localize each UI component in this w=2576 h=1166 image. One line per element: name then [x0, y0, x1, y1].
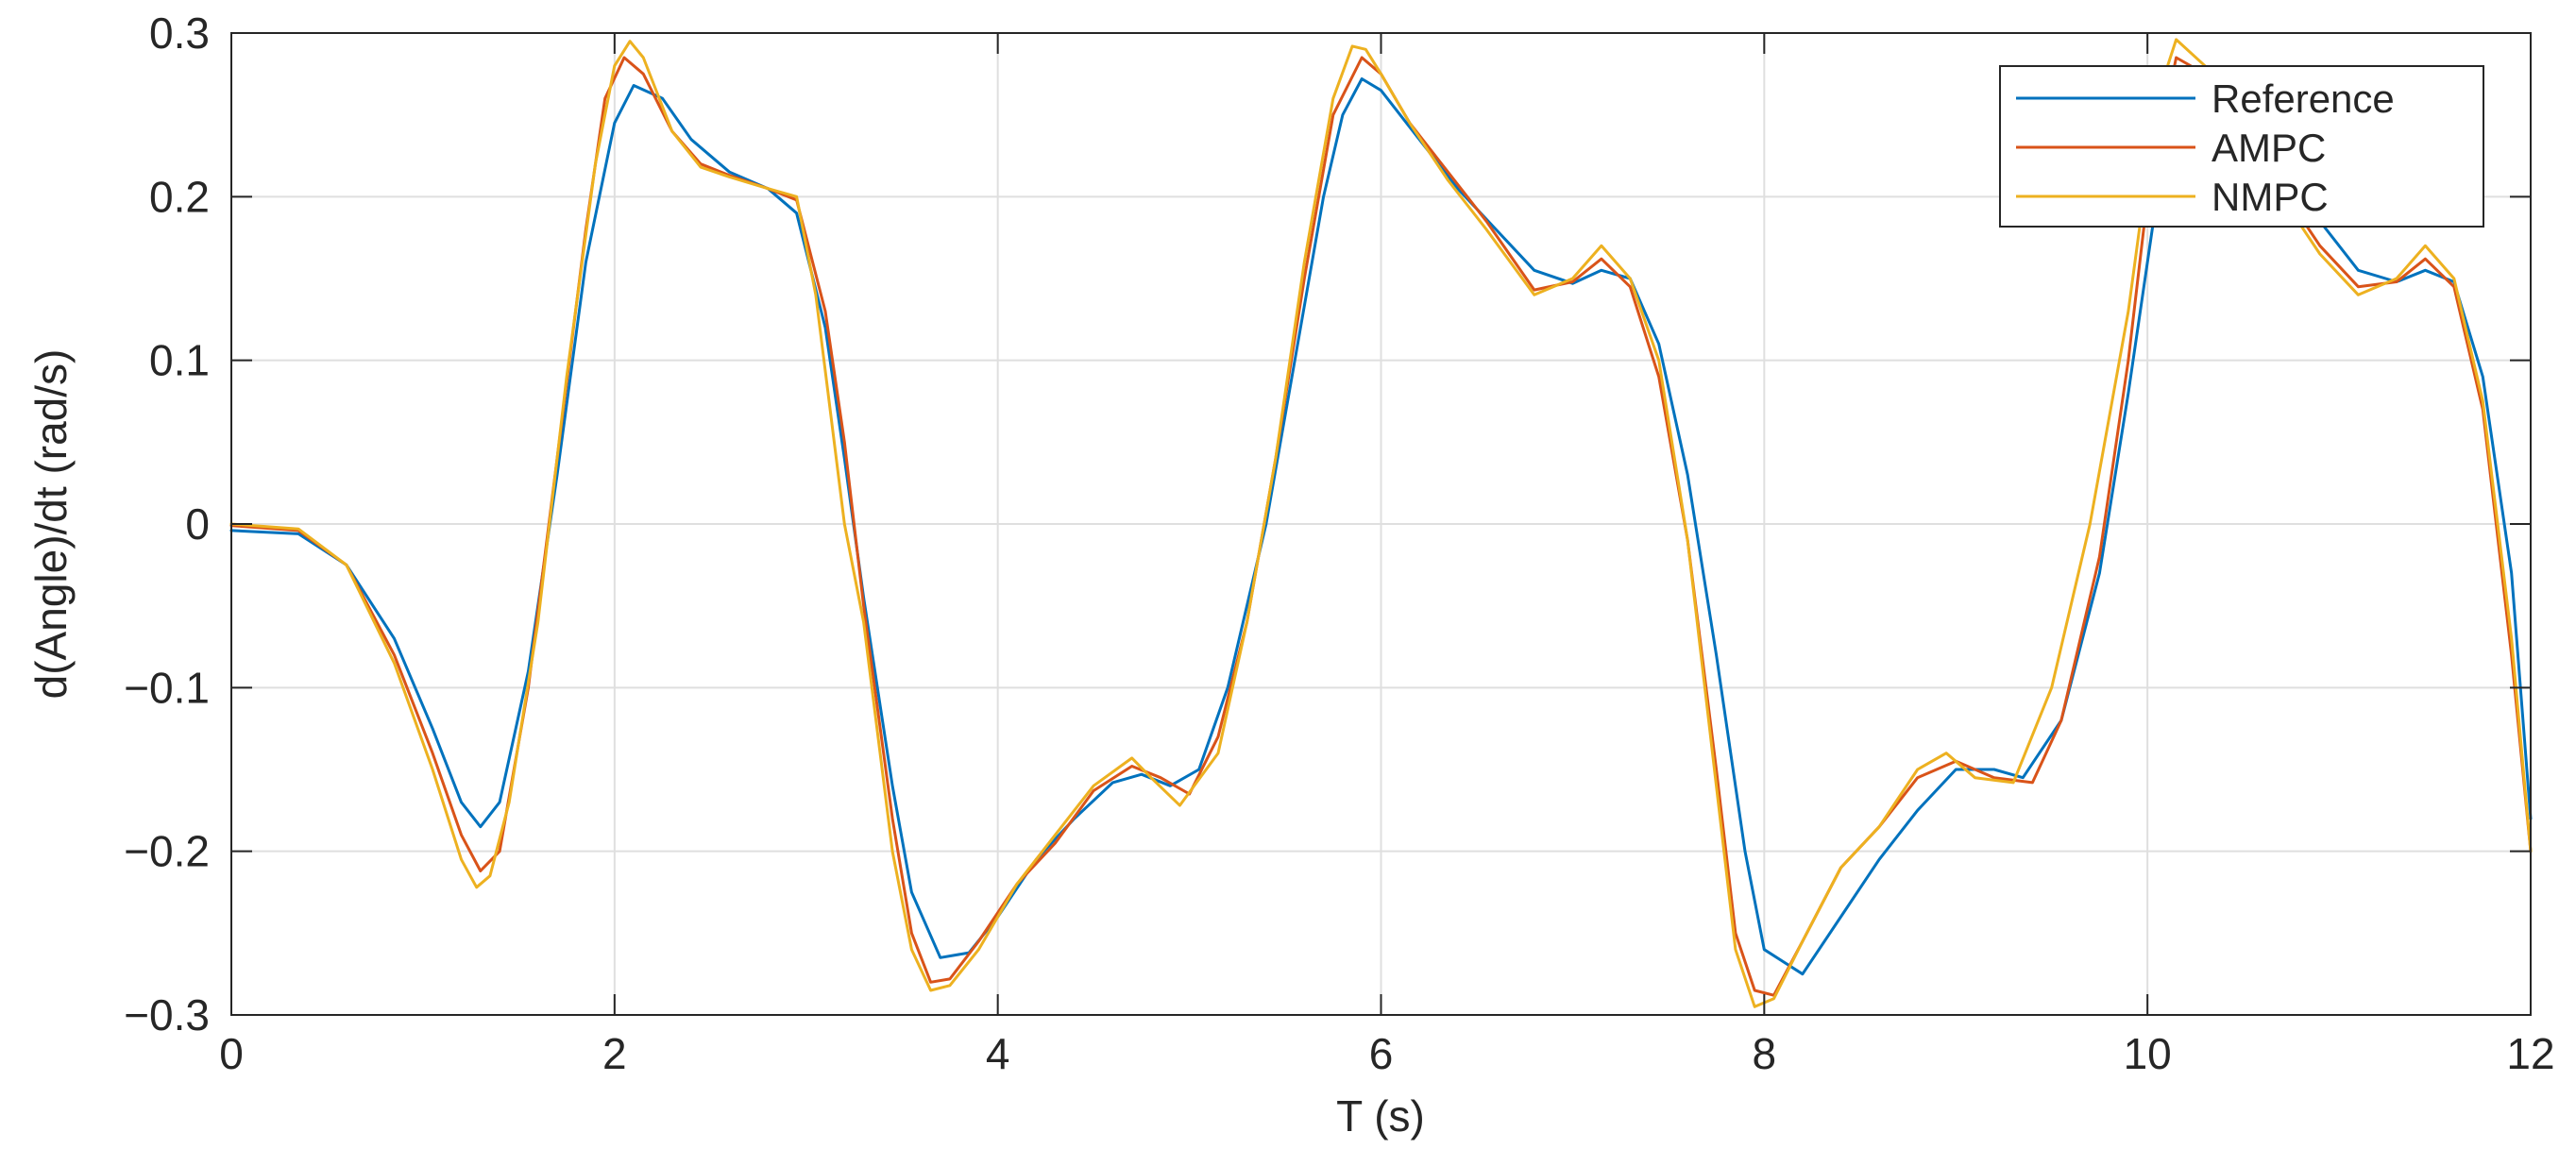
x-tick-label: 6: [1369, 1029, 1394, 1078]
legend-label-reference: Reference: [2212, 76, 2395, 121]
x-tick-label: 10: [2124, 1029, 2172, 1078]
y-tick-labels: −0.3 −0.2 −0.1 0 0.1 0.2 0.3: [124, 8, 210, 1039]
x-tick-label: 12: [2506, 1029, 2554, 1078]
series-line-reference: [229, 77, 2533, 976]
axis-ticks: [230, 32, 2532, 1016]
y-tick-label: 0.3: [149, 8, 210, 58]
x-axis-label: T (s): [1336, 1091, 1425, 1141]
x-tick-label: 4: [986, 1029, 1010, 1078]
x-tick-label: 2: [602, 1029, 627, 1078]
legend: Reference AMPC NMPC: [1999, 65, 2484, 228]
x-tick-label: 8: [1753, 1029, 1777, 1078]
y-tick-label: 0.1: [149, 336, 210, 385]
y-tick-label: −0.2: [124, 827, 210, 876]
legend-label-nmpc: NMPC: [2212, 175, 2329, 219]
series-line-ampc: [229, 56, 2533, 997]
legend-label-ampc: AMPC: [2212, 126, 2326, 170]
series-lines: [229, 38, 2533, 1008]
x-tick-labels: 0 2 4 6 8 10 12: [219, 1029, 2554, 1078]
y-tick-label: −0.1: [124, 663, 210, 712]
y-axis-label: d(Angle)/dt (rad/s): [26, 349, 76, 700]
legend-entries: Reference AMPC NMPC: [2016, 76, 2395, 219]
y-tick-label: −0.3: [124, 990, 210, 1039]
series-line-nmpc: [229, 38, 2533, 1008]
y-tick-label: 0: [185, 499, 210, 549]
x-tick-label: 0: [219, 1029, 244, 1078]
y-tick-label: 0.2: [149, 172, 210, 221]
